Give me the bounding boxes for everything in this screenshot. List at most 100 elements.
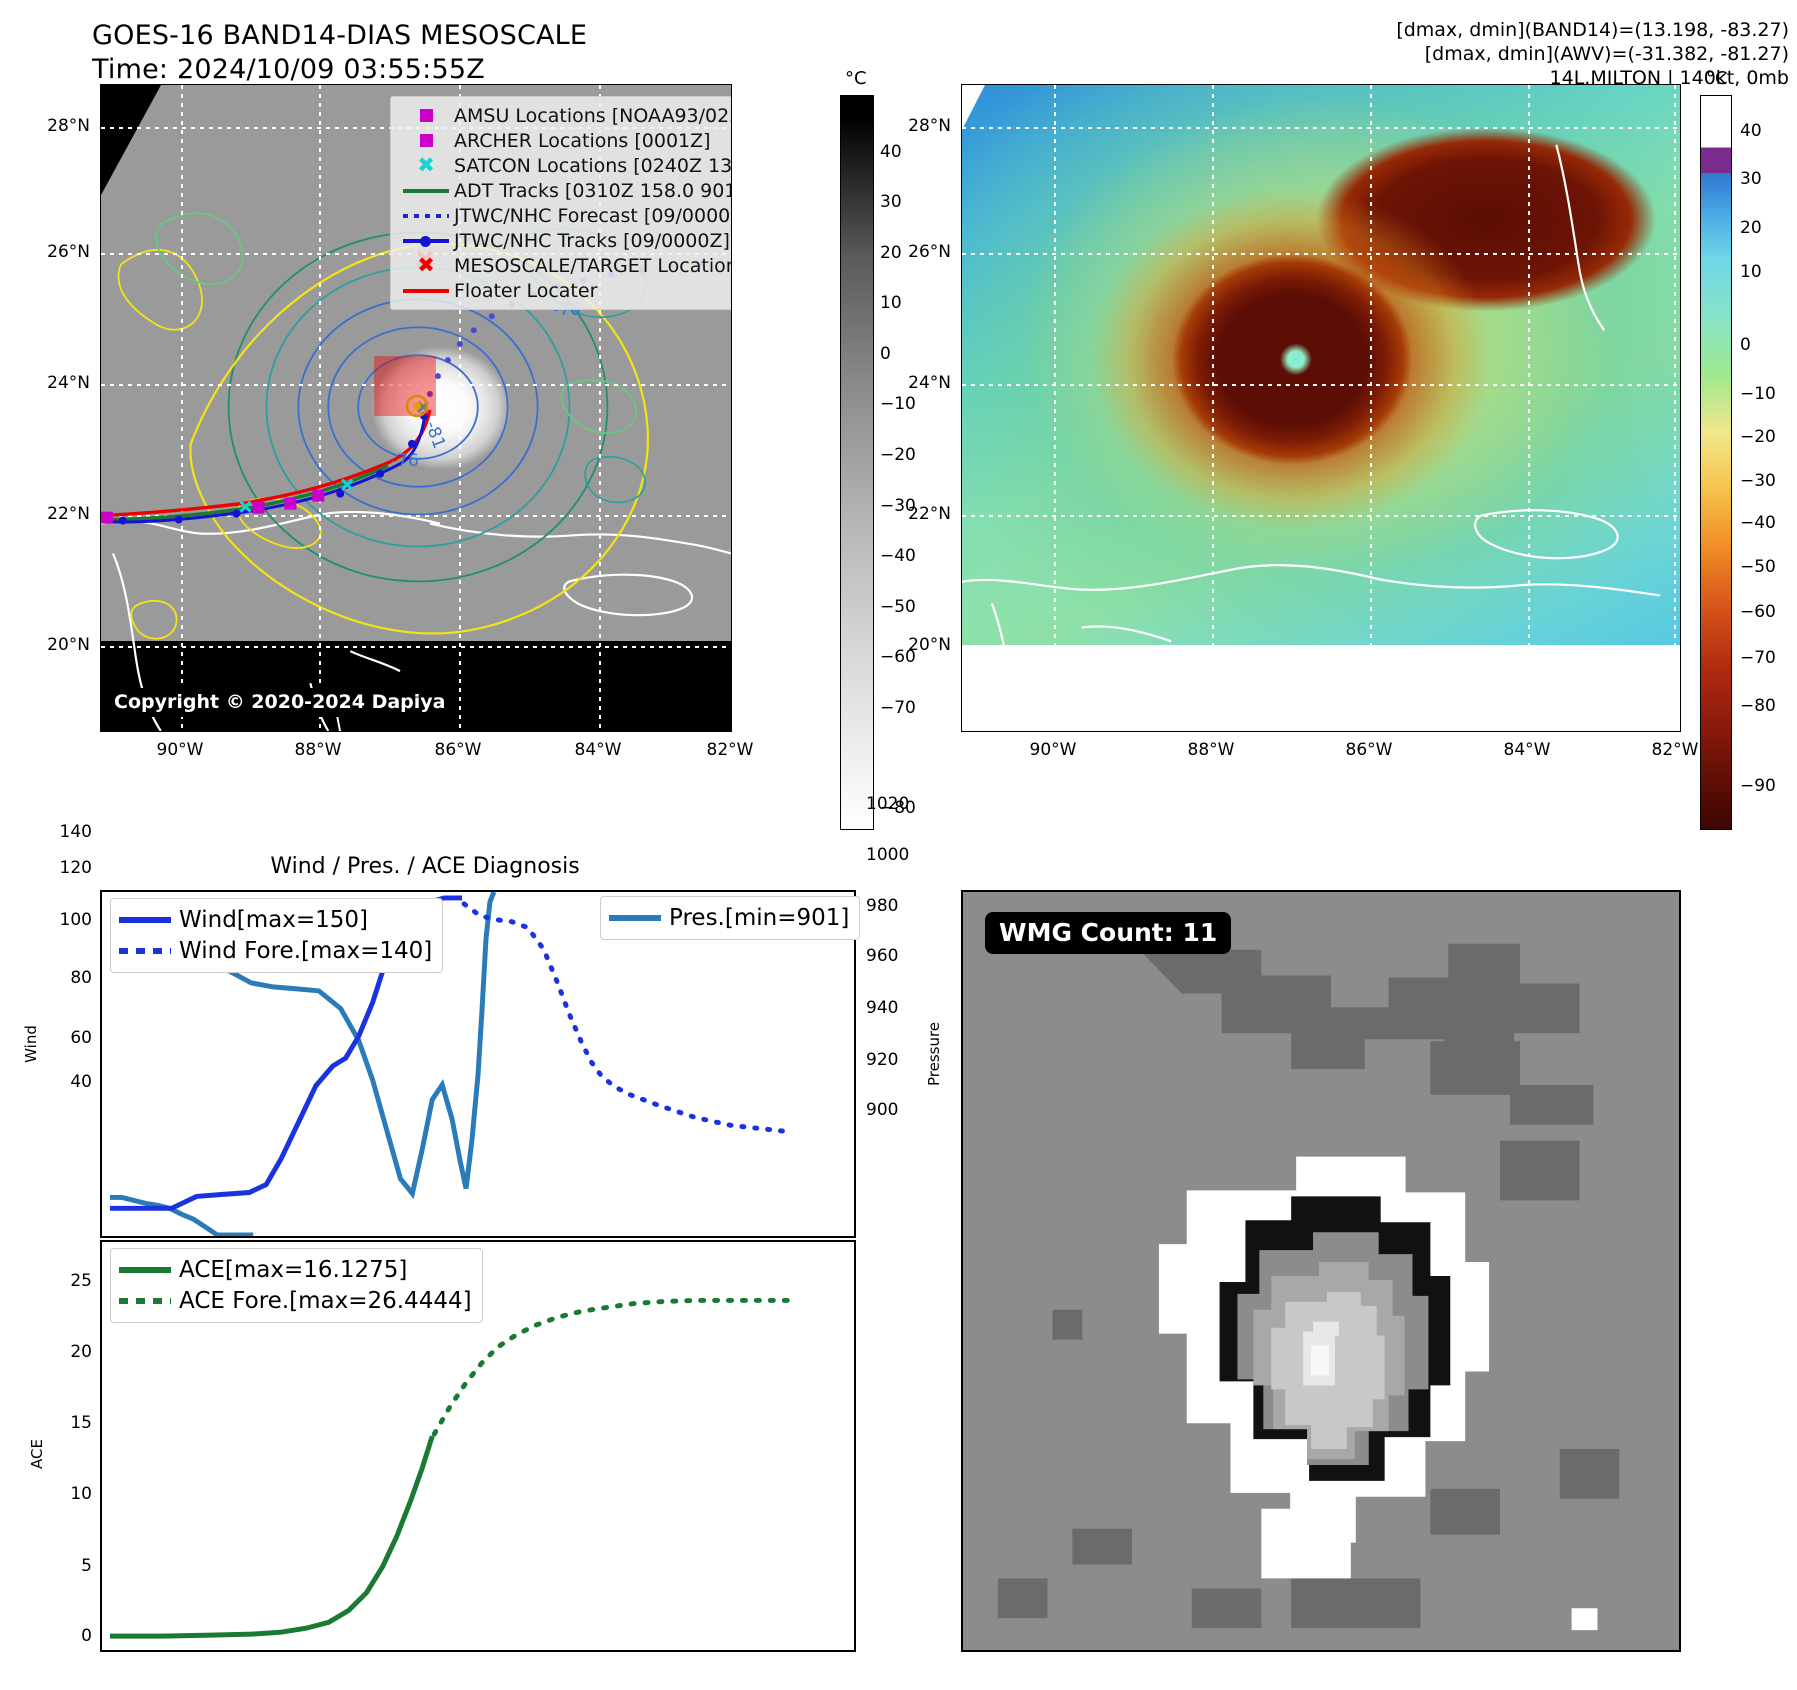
ace-forecast-line [431, 1297, 793, 1437]
legend-label: MESOSCALE/TARGET Location [454, 254, 732, 277]
awv-gridline-lat-22 [962, 515, 1680, 517]
awv-gridline-lat-26 [962, 253, 1680, 255]
amsu-square-icon [398, 109, 454, 122]
awv-cb-tick: −50 [1740, 557, 1776, 577]
wind-ytick-140: 140 [59, 822, 92, 842]
ace-legend[interactable]: ACE[max=16.1275] ACE Fore.[max=26.4444] [110, 1248, 483, 1323]
gridline-lat-22 [101, 515, 731, 517]
legend-label: ARCHER Locations [0001Z] [454, 129, 711, 152]
awv-cb-tick: −30 [1740, 471, 1776, 491]
ir-lon-tick-86: 86°W [434, 740, 482, 760]
wind-ytick-80: 80 [70, 968, 92, 988]
eye-center-dot [413, 401, 421, 410]
awv-lon-tick-82: 82°W [1651, 740, 1699, 760]
legend-item-amsu[interactable]: AMSU Locations [NOAA93/0251Z 136 922] [398, 103, 731, 128]
wind-pressure-chart[interactable]: Wind[max=150] Wind Fore.[max=140] [100, 890, 856, 1238]
awv-colorbar-unit: °C [1706, 68, 1728, 89]
awv-cb-tick: −70 [1740, 648, 1776, 668]
ir-colorbar-unit: °C [845, 68, 867, 89]
awv-cb-tick: −10 [1740, 384, 1776, 404]
page-title-line2: Time: 2024/10/09 03:55:55Z [92, 54, 485, 85]
legend-item-adt[interactable]: ADT Tracks [0310Z 158.0 901.1] [398, 178, 731, 203]
legend-label: AMSU Locations [NOAA93/0251Z 136 922] [454, 104, 731, 127]
ir-satellite-map[interactable]: -76 -76 -81 AMSU Locations [NOAA93/0251Z… [100, 84, 732, 732]
ir-cb-tick: −80 [880, 798, 916, 818]
stats-storm: 14L.MILTON | 140kt, 0mb [1549, 67, 1789, 89]
jtwc-nhc-track-points [118, 411, 428, 525]
awv-satellite-map[interactable] [961, 84, 1681, 732]
awv-cb-tick: 10 [1740, 262, 1762, 282]
ir-lat-tick-20: 20°N [47, 635, 90, 655]
legend-item-jtwc-forecast[interactable]: JTWC/NHC Forecast [09/0000Z] [398, 203, 732, 228]
ir-cb-tick: −10 [880, 394, 916, 414]
copyright-watermark: Copyright © 2020-2024 Dapiya [108, 688, 455, 717]
awv-gridline-lon-90w [1054, 85, 1056, 731]
ace-chart[interactable]: ACE[max=16.1275] ACE Fore.[max=26.4444] [100, 1240, 856, 1652]
awv-blank-region [962, 645, 1680, 731]
ace-ytick-25: 25 [70, 1271, 92, 1291]
wind-legend[interactable]: Wind[max=150] Wind Fore.[max=140] [110, 898, 444, 973]
awv-gridline-lon-88w [1212, 85, 1214, 731]
wmg-imagery [963, 892, 1679, 1650]
awv-coastline-overlay [962, 144, 1661, 731]
ir-lon-tick-90: 90°W [156, 740, 204, 760]
legend-item-floater[interactable]: Floater Locater [398, 278, 731, 303]
awv-lon-tick-86: 86°W [1345, 740, 1393, 760]
ace-y-axis-label: ACE [27, 1439, 46, 1469]
awv-gridline-lon-84w [1528, 85, 1530, 731]
legend-label: JTWC/NHC Tracks [09/0000Z] [454, 229, 730, 252]
ir-cb-tick: −20 [880, 445, 916, 465]
legend-item-archer[interactable]: ARCHER Locations [0001Z] [398, 128, 731, 153]
awv-lat-tick-22: 22°N [908, 504, 951, 524]
gridline-lat-24 [101, 384, 731, 386]
awv-gridline-lat-28 [962, 127, 1680, 129]
ace-line-icon [119, 1266, 179, 1273]
awv-cb-tick: −90 [1740, 776, 1776, 796]
wind-pres-ace-title: Wind / Pres. / ACE Diagnosis [270, 854, 580, 879]
awv-lat-tick-28: 28°N [908, 116, 951, 136]
ir-lat-tick-26: 26°N [47, 242, 90, 262]
pressure-line-icon [609, 914, 669, 921]
pressure-ytick-920: 920 [866, 1050, 899, 1070]
stats-awv: [dmax, dmin](AWV)=(-31.382, -81.27) [1424, 43, 1789, 65]
legend-label: Wind Fore.[max=140] [179, 937, 433, 964]
ace-ytick-0: 0 [81, 1626, 92, 1646]
pressure-legend[interactable]: Pres.[min=901] [600, 896, 861, 940]
legend-item-wind-forecast[interactable]: Wind Fore.[max=140] [119, 935, 432, 966]
legend-item-satcon[interactable]: ✖ SATCON Locations [0240Z 139 920] [398, 153, 732, 178]
legend-item-wind[interactable]: Wind[max=150] [119, 904, 432, 935]
wmg-panel[interactable]: WMG Count: 11 [961, 890, 1681, 1652]
awv-gridline-lon-86w [1370, 85, 1372, 731]
legend-label: SATCON Locations [0240Z 139 920] [454, 154, 732, 177]
awv-gridline-lon-82w [1674, 85, 1676, 731]
awv-lon-tick-84: 84°W [1503, 740, 1551, 760]
wmg-count-badge: WMG Count: 11 [985, 912, 1232, 954]
pressure-ytick-1000: 1000 [866, 845, 910, 865]
ir-lat-tick-28: 28°N [47, 116, 90, 136]
legend-item-mesoscale[interactable]: ✖ MESOSCALE/TARGET Location [398, 253, 732, 278]
ir-lat-tick-22: 22°N [47, 504, 90, 524]
ace-forecast-dotted-icon [119, 1297, 179, 1304]
legend-label: JTWC/NHC Forecast [09/0000Z] [454, 204, 732, 227]
gridline-lat-20 [101, 646, 731, 648]
ace-plot [109, 1297, 793, 1639]
stats-band14: [dmax, dmin](BAND14)=(13.198, -83.27) [1396, 19, 1789, 41]
gridline-lon-90w [181, 85, 183, 731]
eye-marker [405, 394, 429, 418]
legend-item-jtwc-tracks[interactable]: JTWC/NHC Tracks [09/0000Z] [398, 228, 731, 253]
storm-track-overlay [101, 251, 705, 525]
legend-item-ace[interactable]: ACE[max=16.1275] [119, 1254, 472, 1285]
gridline-lon-88w [319, 85, 321, 731]
ir-cb-tick: −50 [880, 597, 916, 617]
awv-cb-tick: 30 [1740, 169, 1762, 189]
map-legend[interactable]: AMSU Locations [NOAA93/0251Z 136 922] AR… [390, 96, 732, 310]
wind-forecast-line [461, 901, 787, 1134]
ace-ytick-10: 10 [70, 1484, 92, 1504]
awv-imagery [962, 85, 1680, 645]
awv-lat-tick-26: 26°N [908, 242, 951, 262]
stats-readout: [dmax, dmin](BAND14)=(13.198, -83.27) [d… [1396, 18, 1789, 90]
legend-item-pressure[interactable]: Pres.[min=901] [609, 902, 849, 933]
legend-item-ace-forecast[interactable]: ACE Fore.[max=26.4444] [119, 1285, 472, 1316]
legend-label: Wind[max=150] [179, 906, 369, 933]
